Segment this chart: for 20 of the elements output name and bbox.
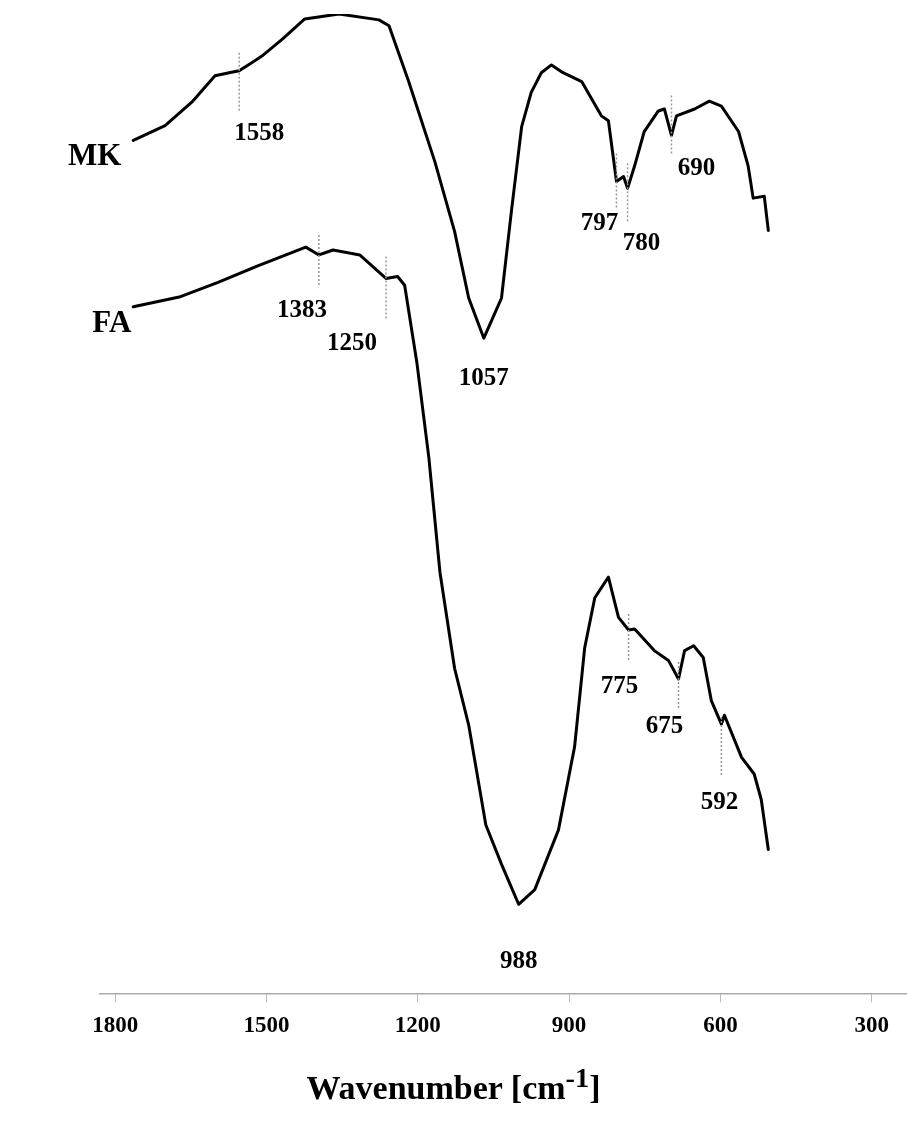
annotation: 988 [499,945,538,973]
x-tick-label: 300 [854,1012,889,1038]
x-axis-title: Wavenumber [cm$^{-1}$] [305,1062,602,1108]
x-tick-label: 1800 [92,1012,139,1038]
x-tick-label: 600 [703,1012,738,1038]
x-tick-label: 1500 [243,1012,290,1038]
annotation: 1057 [458,362,509,390]
annotation: 675 [645,711,684,739]
annotation: 592 [700,786,739,814]
x-tick-label: 900 [551,1012,587,1038]
annotation: 780 [622,227,661,255]
annotation: 775 [600,671,639,699]
annotation: 797 [580,207,619,235]
annotation: 690 [677,152,716,180]
series-label: FA [92,303,132,339]
series-label: MK [67,137,122,173]
annotation: 1383 [276,295,327,323]
annotation: 1250 [326,327,377,355]
annotation: 1558 [234,118,285,146]
x-tick-label: 1200 [394,1012,441,1038]
